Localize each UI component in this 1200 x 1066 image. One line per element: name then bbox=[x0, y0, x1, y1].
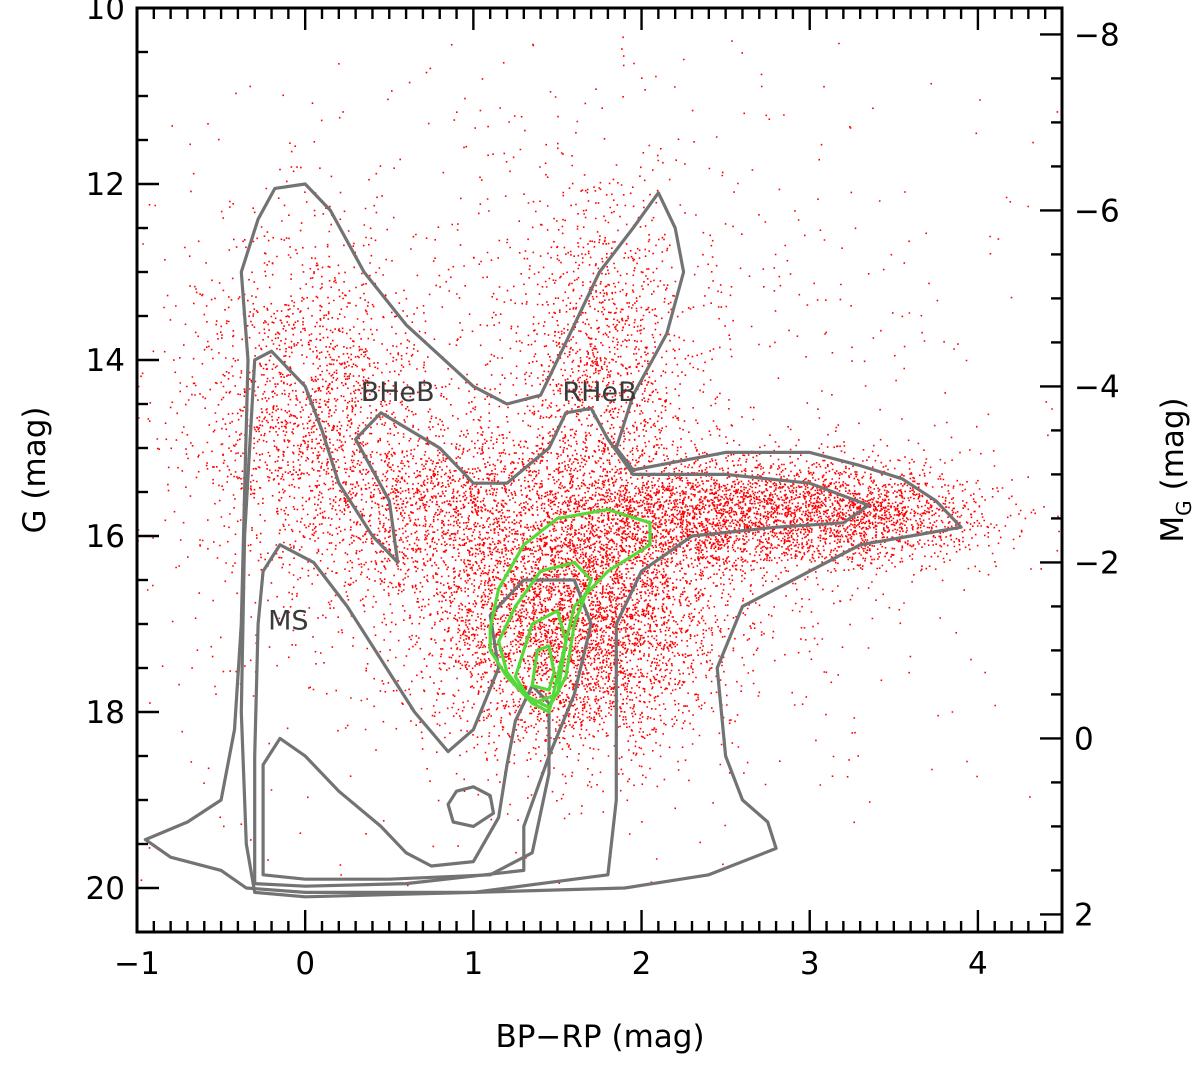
y-tick-label: 14 bbox=[86, 343, 125, 379]
contour-outer bbox=[143, 182, 963, 894]
axis-ticks bbox=[135, 6, 1064, 934]
contour-ms-core bbox=[261, 684, 551, 881]
annotation-rheb: RHeB bbox=[562, 377, 636, 408]
y-tick-label: 16 bbox=[86, 519, 125, 555]
y2-label-main: M bbox=[1155, 516, 1191, 543]
contour-mid bbox=[239, 349, 871, 899]
y2-tick-label: 0 bbox=[1074, 721, 1094, 757]
svg-text:MG(mag): MG (mag) bbox=[1155, 397, 1196, 542]
contour-ms-inner bbox=[253, 543, 593, 888]
x-axis-label: BP−RP (mag) bbox=[495, 1019, 704, 1055]
contour-rc-2 bbox=[497, 560, 593, 710]
x-tick-label: −1 bbox=[114, 946, 160, 982]
scatter-point-cloud bbox=[137, 36, 1063, 887]
contour-rc-3 bbox=[513, 609, 568, 705]
x-tick-label: 3 bbox=[800, 946, 820, 982]
y-tick-label: 10 bbox=[86, 0, 125, 27]
y-tick-label: 12 bbox=[86, 167, 125, 203]
y2-tick-label: −2 bbox=[1074, 545, 1120, 581]
y-tick-label: 18 bbox=[86, 695, 125, 731]
annotation-ms: MS bbox=[268, 606, 308, 637]
annotations: BHeB RHeB MS bbox=[268, 377, 636, 637]
plot-frame bbox=[135, 6, 1064, 934]
x-tick-label: 4 bbox=[968, 946, 988, 982]
contour-rc-4 bbox=[530, 644, 556, 692]
y2-tick-label: −8 bbox=[1074, 17, 1120, 53]
y-tick-label: 20 bbox=[86, 871, 125, 907]
density-contours bbox=[143, 182, 963, 899]
x-tick-label: 1 bbox=[463, 946, 483, 982]
annotation-bheb: BHeB bbox=[361, 377, 435, 408]
scatter-points bbox=[137, 36, 1063, 887]
y2-tick-label: 2 bbox=[1074, 897, 1094, 933]
y2-label-unit: (mag) bbox=[1155, 397, 1191, 490]
x-tick-label: 0 bbox=[295, 946, 315, 982]
y2-axis-label: MG (mag) bbox=[1155, 397, 1196, 542]
contour-ms-blob bbox=[446, 785, 496, 828]
y2-tick-label: −4 bbox=[1074, 369, 1120, 405]
y2-tick-label: −6 bbox=[1074, 193, 1120, 229]
y-axis-label: G (mag) bbox=[17, 407, 53, 534]
x-tick-label: 2 bbox=[632, 946, 652, 982]
y2-label-sub: G bbox=[1172, 500, 1196, 516]
